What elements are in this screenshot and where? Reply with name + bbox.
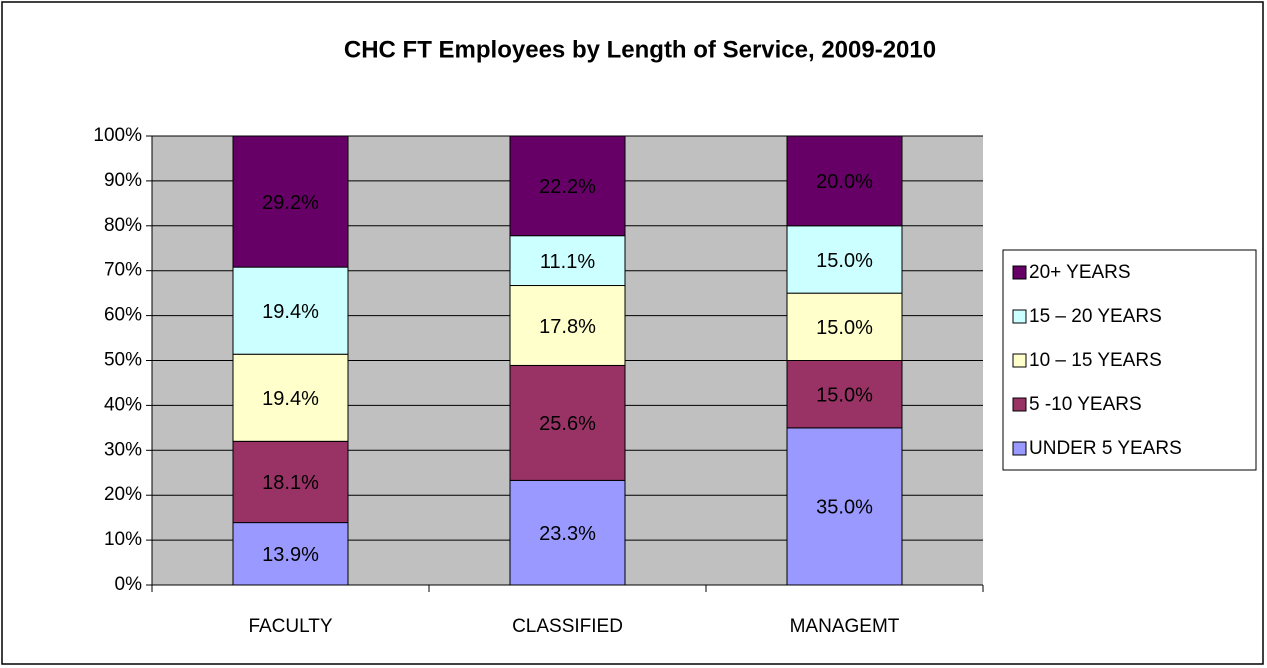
- bar-segment: [786, 225, 903, 294]
- legend-swatch: [1012, 309, 1027, 324]
- y-tick-label: 20%: [104, 484, 142, 505]
- bar-segment: [509, 135, 626, 237]
- legend-box: [1002, 249, 1257, 471]
- y-tick-label: 70%: [104, 260, 142, 281]
- bar-segment: [786, 360, 903, 429]
- data-label: 11.1%: [540, 251, 595, 273]
- legend-swatch: [1012, 265, 1027, 280]
- x-tick-label: FACULTY: [248, 616, 332, 637]
- x-tick-label: CLASSIFIED: [512, 616, 623, 637]
- x-tick-label: MANAGEMT: [790, 616, 900, 637]
- legend-swatch: [1012, 441, 1027, 456]
- data-label: 23.3%: [539, 523, 596, 545]
- data-label: 15.0%: [816, 250, 873, 272]
- y-tick-label: 0%: [115, 574, 143, 595]
- y-tick-label: 50%: [104, 350, 142, 371]
- data-label: 25.6%: [539, 413, 596, 435]
- data-label: 13.9%: [262, 544, 319, 566]
- legend-label: 20+ YEARS: [1029, 262, 1131, 283]
- y-tick-label: 30%: [104, 439, 142, 460]
- legend-swatch: [1012, 353, 1027, 368]
- bar-segment: [786, 135, 903, 227]
- data-label: 20.0%: [816, 171, 873, 193]
- bar-segment: [232, 353, 349, 442]
- data-label: 19.4%: [262, 301, 319, 323]
- y-tick-label: 10%: [104, 529, 142, 550]
- bar-segment: [786, 427, 903, 586]
- chart-title: CHC FT Employees by Length of Service, 2…: [344, 36, 936, 63]
- y-tick-label: 40%: [104, 394, 142, 415]
- y-tick-label: 60%: [104, 305, 142, 326]
- data-label: 18.1%: [262, 472, 319, 494]
- bar-segment: [786, 292, 903, 361]
- y-tick-label: 100%: [93, 125, 142, 146]
- legend-label: 15 – 20 YEARS: [1029, 306, 1162, 327]
- bar-segment: [509, 235, 626, 287]
- data-label: 19.4%: [262, 388, 319, 410]
- legend-swatch: [1012, 397, 1027, 412]
- y-tick-label: 80%: [104, 215, 142, 236]
- y-tick-label: 90%: [104, 170, 142, 191]
- data-label: 17.8%: [539, 316, 596, 338]
- data-label: 35.0%: [816, 497, 873, 519]
- bar-segment: [232, 135, 349, 268]
- bar-segment: [232, 266, 349, 355]
- data-label: 15.0%: [816, 317, 873, 339]
- data-label: 22.2%: [539, 176, 596, 198]
- bar-segment: [232, 522, 349, 586]
- legend-label: 5 -10 YEARS: [1029, 394, 1142, 415]
- bar-segment: [509, 479, 626, 586]
- data-label: 15.0%: [816, 384, 873, 406]
- bar-segment: [509, 364, 626, 481]
- legend-label: UNDER 5 YEARS: [1029, 438, 1182, 459]
- bar-segment: [509, 285, 626, 366]
- bar-segment: [232, 440, 349, 524]
- data-label: 29.2%: [262, 192, 319, 214]
- legend-label: 10 – 15 YEARS: [1029, 350, 1162, 371]
